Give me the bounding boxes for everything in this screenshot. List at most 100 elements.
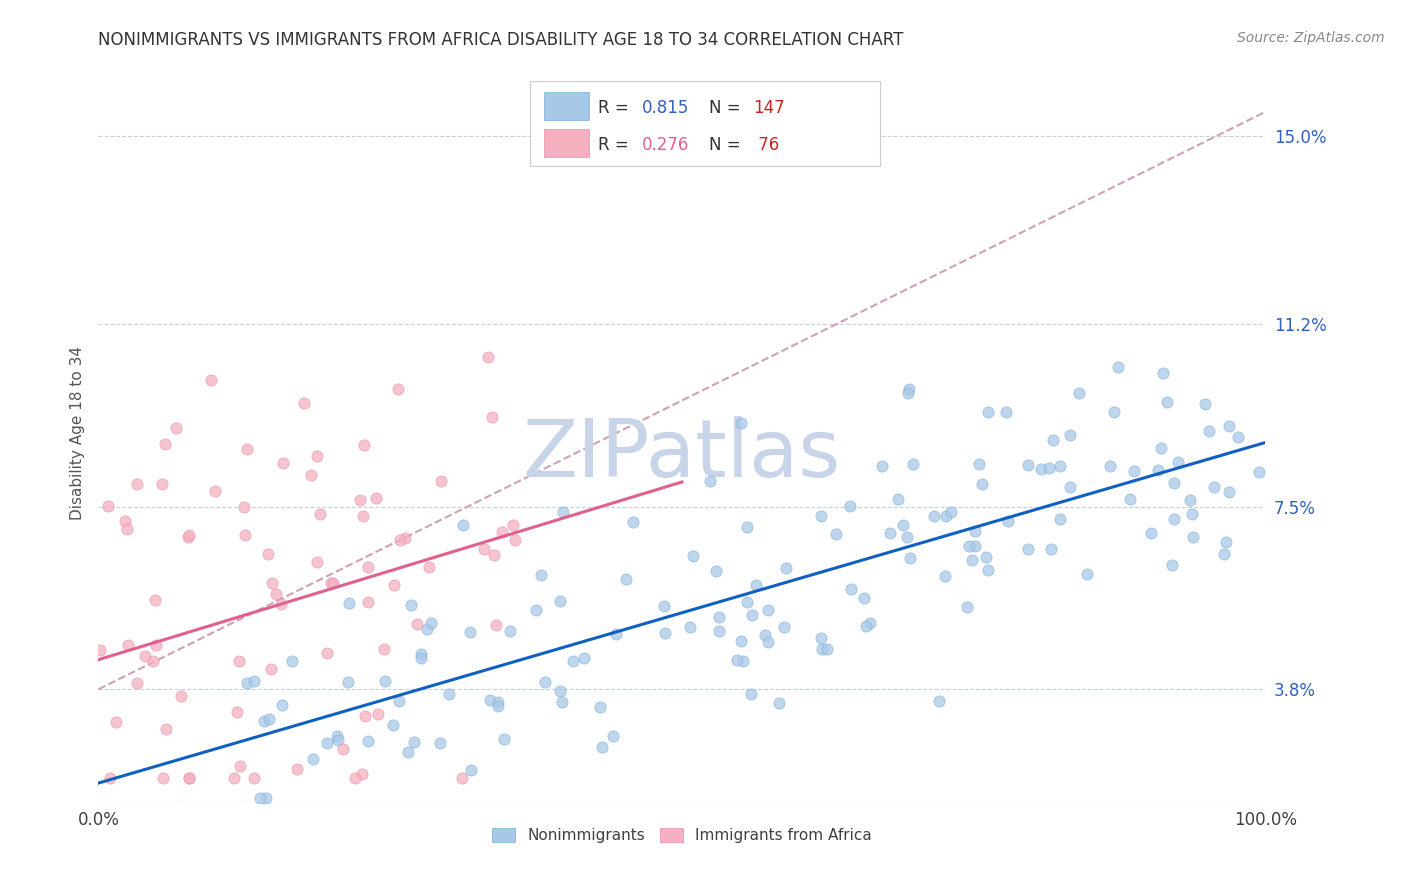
Point [332,742,354,756]
Point [756,635,779,649]
Text: 76: 76 [754,136,779,154]
Point [125,477,148,491]
Point [328,733,350,747]
Point [965,539,987,553]
Point [707,610,730,624]
Point [486,695,509,709]
Point [177,528,200,542]
FancyBboxPatch shape [544,92,589,120]
Point [1152,366,1174,380]
Point [411,648,433,662]
Point [430,474,453,488]
Text: Source: ZipAtlas.com: Source: ZipAtlas.com [1237,31,1385,45]
Point [145,638,167,652]
Point [179,771,201,785]
Point [382,577,405,591]
FancyBboxPatch shape [544,129,589,157]
Text: R =: R = [598,99,634,118]
Point [572,651,595,665]
Point [754,628,776,642]
Point [553,505,575,519]
Point [1156,394,1178,409]
Point [699,475,721,489]
Point [177,530,200,544]
Point [474,542,496,557]
Text: 0.276: 0.276 [643,136,689,154]
Point [977,563,1000,577]
Point [482,548,505,562]
Point [1102,405,1125,419]
Point [222,771,245,785]
Point [548,594,571,608]
Point [494,731,516,746]
Point [901,457,924,471]
Point [388,694,411,708]
Point [388,533,411,547]
Point [1163,475,1185,490]
Point [775,561,797,575]
Point [165,421,187,435]
Point [733,654,755,668]
Point [301,752,323,766]
Point [1140,526,1163,541]
Point [530,567,553,582]
Point [204,483,226,498]
Point [264,587,287,601]
Point [394,532,416,546]
Point [652,599,675,613]
Point [481,410,503,425]
Point [499,624,522,639]
Point [548,684,571,698]
Point [1039,542,1062,557]
Point [260,662,283,676]
Point [233,528,256,542]
Point [153,437,176,451]
Point [941,505,963,519]
Point [709,624,731,638]
Point [1146,463,1168,477]
Point [485,618,508,632]
Text: R =: R = [598,136,634,154]
Point [898,551,921,566]
Point [956,600,979,615]
Point [114,514,136,528]
Point [228,654,250,668]
Point [1163,512,1185,526]
Point [1218,419,1240,434]
Point [406,616,429,631]
Point [387,382,409,396]
Point [756,603,779,617]
Point [89,643,111,657]
Point [621,515,644,529]
Point [281,654,304,668]
Point [200,373,222,387]
Point [233,500,256,514]
Point [326,730,349,744]
Point [1178,493,1201,508]
Point [897,386,920,401]
Point [226,705,249,719]
Point [679,620,702,634]
Point [453,517,475,532]
Point [551,695,574,709]
Point [588,699,610,714]
Point [1059,480,1081,494]
Legend: Nonimmigrants, Immigrants from Africa: Nonimmigrants, Immigrants from Africa [484,821,880,851]
Point [270,597,292,611]
Point [605,627,627,641]
Point [352,509,374,524]
Point [898,382,921,396]
Point [254,790,277,805]
Point [1098,458,1121,473]
Point [125,675,148,690]
Point [1249,465,1271,479]
Point [343,771,366,785]
Point [299,468,322,483]
Point [249,790,271,805]
Point [1067,386,1090,401]
Point [170,690,193,704]
Point [336,674,359,689]
Text: ZIPatlas: ZIPatlas [523,416,841,494]
Point [811,641,834,656]
Point [1181,507,1204,521]
